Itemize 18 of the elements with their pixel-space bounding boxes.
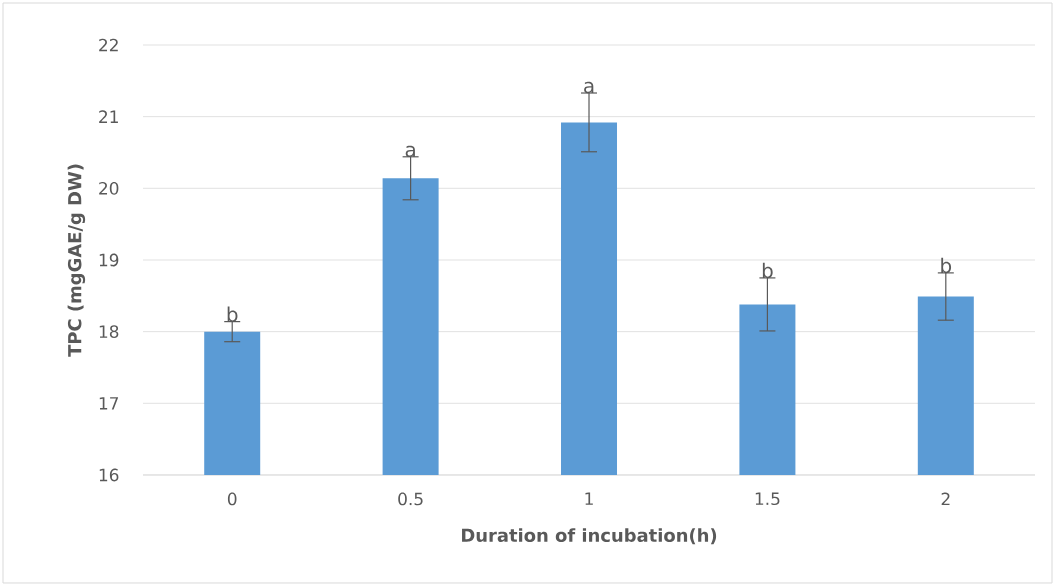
annotation: b [762,262,773,279]
x-tick-label: 1 [585,492,593,505]
x-tick-label: 2 [941,492,950,506]
y-tick-label: 20 [99,181,119,195]
y-tick-label: 22 [99,38,118,52]
annotation: b [941,257,952,274]
annotation: a [584,81,594,94]
y-tick-label: 17 [99,397,119,410]
x-tick-label: 0.5 [398,492,423,506]
y-axis-title: TPC (mgGAE/g DW) [67,164,86,357]
x-axis-title: Duration of incubation(h) [462,528,717,545]
y-tick-label: 18 [99,325,119,339]
x-tick-label: 1.5 [755,492,780,506]
y-tick-label: 21 [99,110,118,123]
annotation: a [405,145,415,158]
y-tick-label: 16 [99,468,119,482]
x-tick-label: 0 [227,492,237,506]
y-tick-label: 19 [99,253,119,267]
